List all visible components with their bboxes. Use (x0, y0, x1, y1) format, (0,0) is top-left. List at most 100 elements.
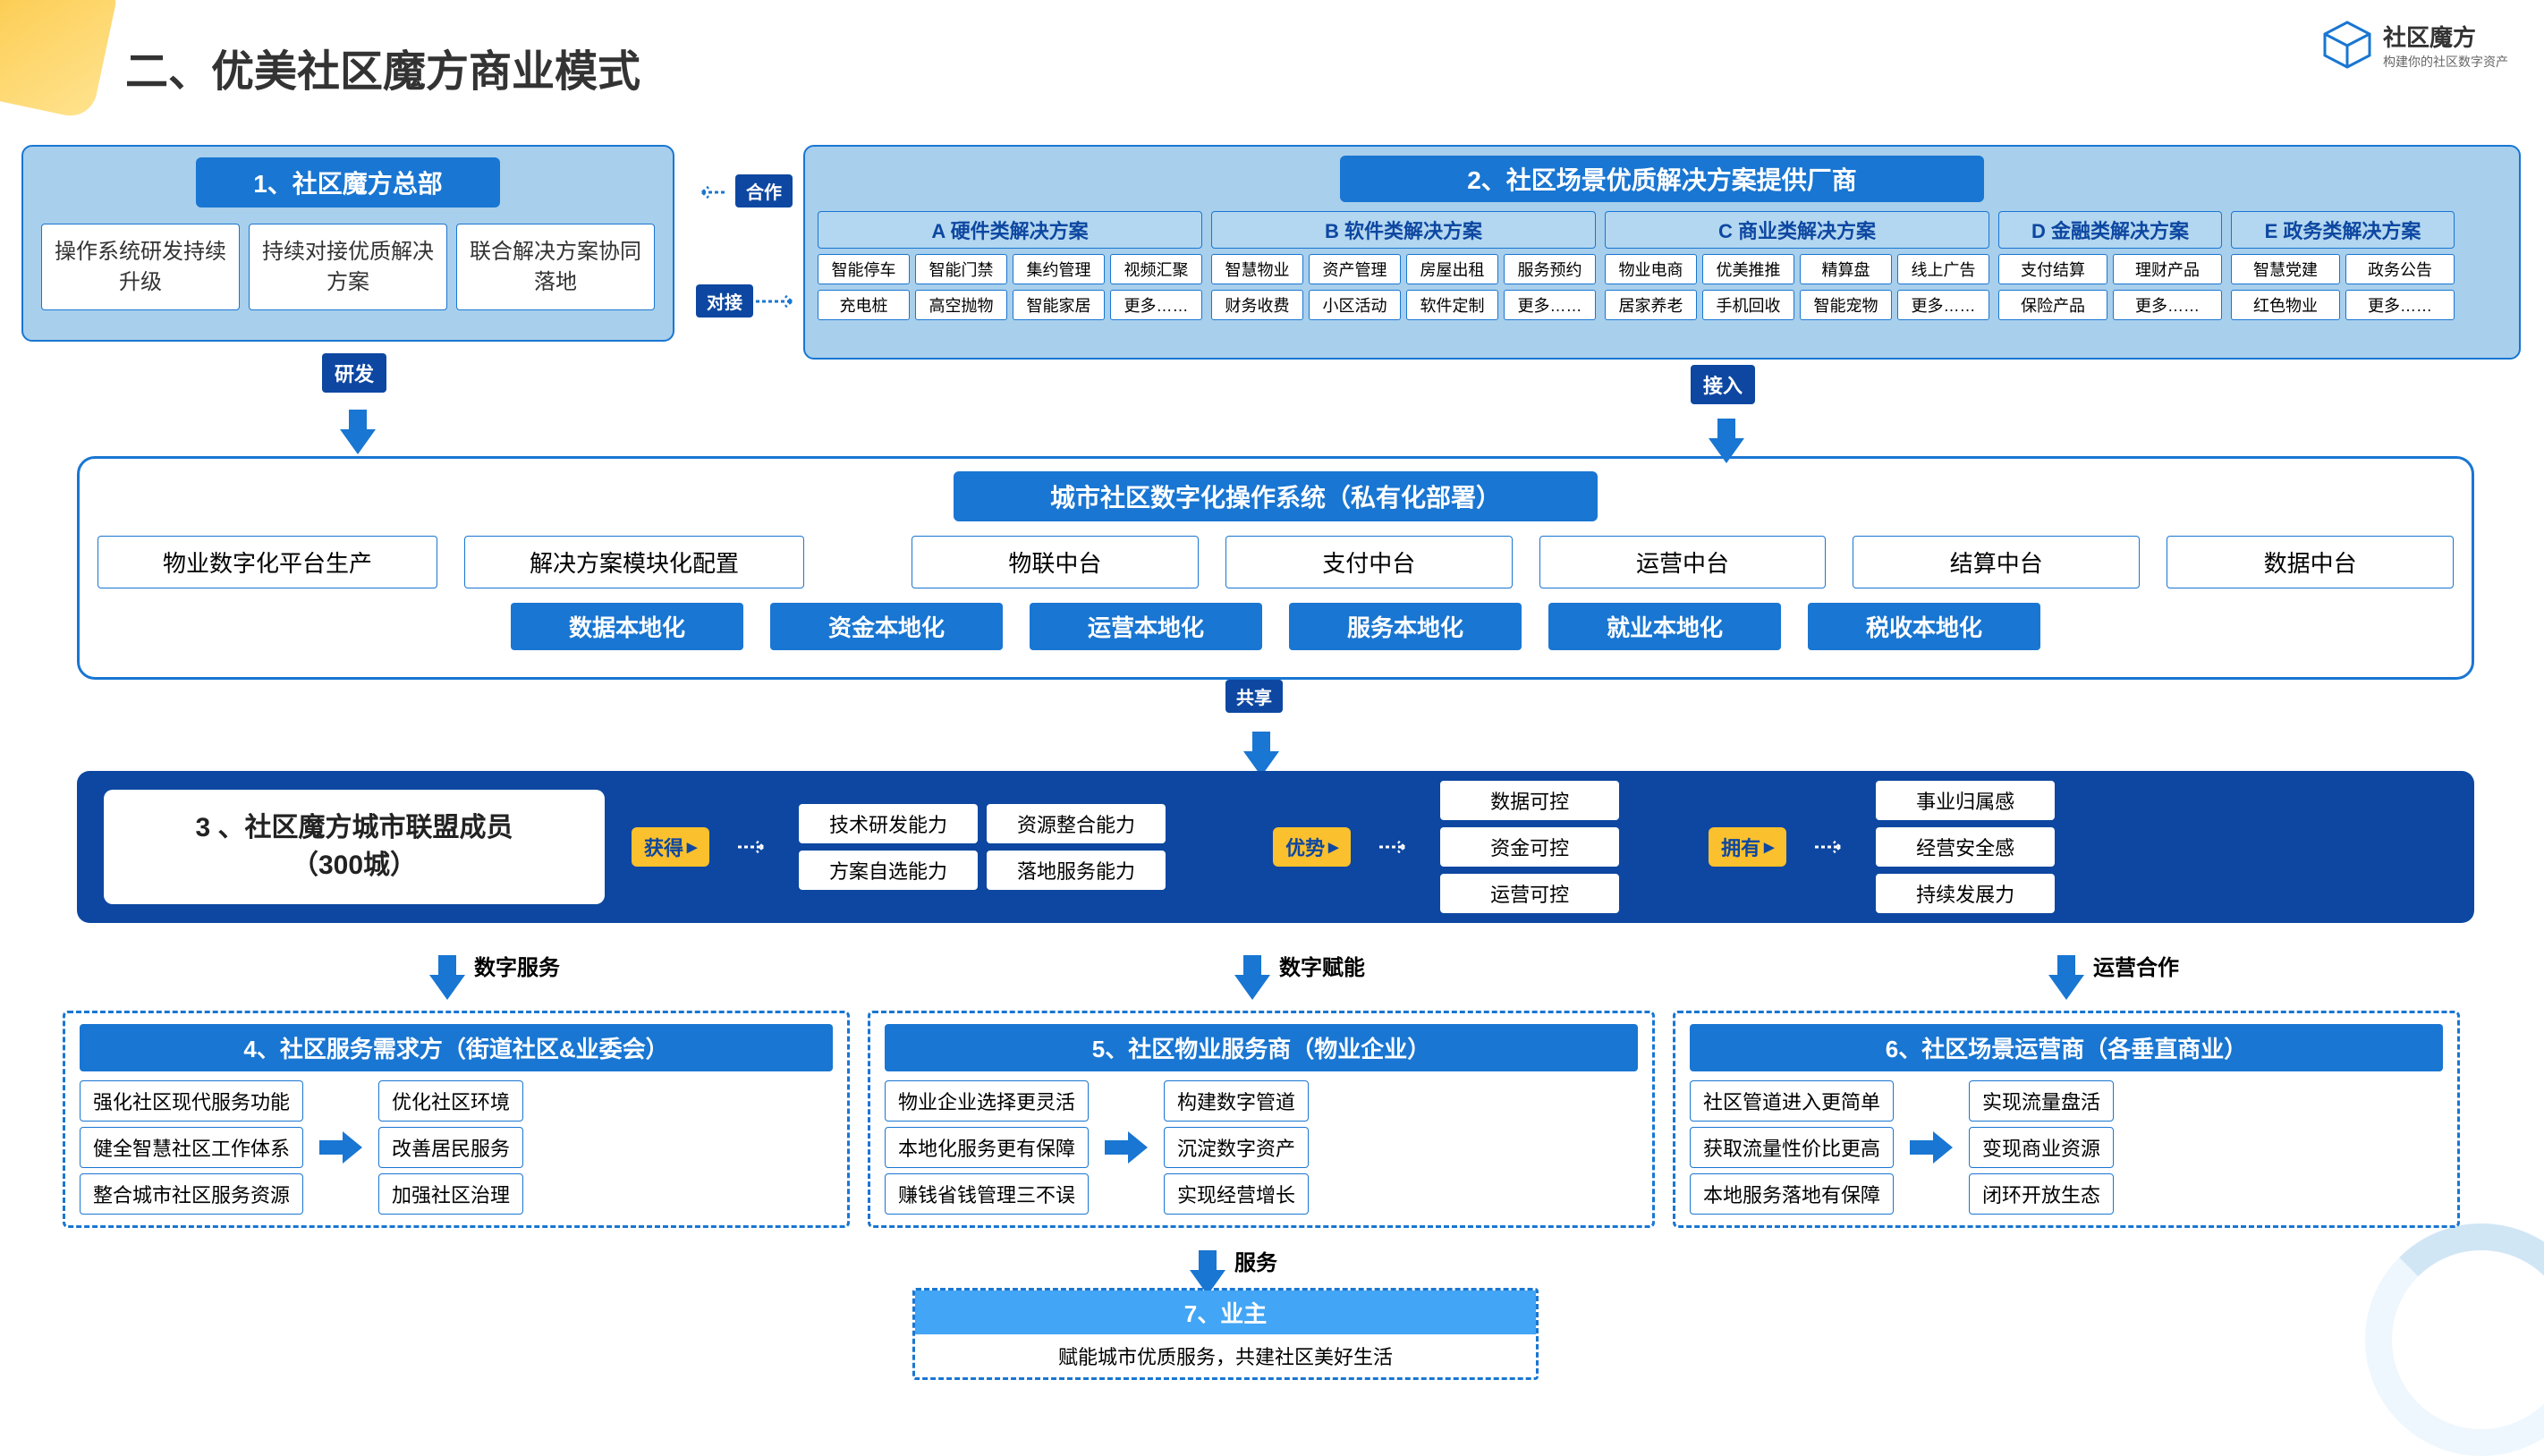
pill-adv: 优势▸ (1273, 827, 1351, 867)
vendor-chip-row: 支付结算理财产品 (1998, 254, 2222, 284)
hq-items: 操作系统研发持续升级持续对接优质解决方案联合解决方案协同落地 (34, 224, 662, 310)
gain-cell: 方案自选能力 (799, 851, 978, 890)
vendor-chip: 智能宠物 (1800, 290, 1892, 320)
badge-dock: 对接 (696, 284, 753, 317)
os-cell: 物业数字化平台生产 (98, 536, 437, 588)
vendor-chip: 更多…… (1504, 290, 1596, 320)
bottom-row: 强化社区现代服务功能健全智慧社区工作体系整合城市社区服务资源优化社区环境改善居民… (80, 1080, 833, 1215)
vendor-chip-row: 财务收费小区活动软件定制更多…… (1211, 290, 1596, 320)
bottom-cell: 强化社区现代服务功能 (80, 1080, 303, 1122)
os-row1: 物业数字化平台生产解决方案模块化配置物联中台支付中台运营中台结算中台数据中台 (98, 536, 2454, 588)
bottom-left-col: 物业企业选择更灵活本地化服务更有保障赚钱省钱管理三不误 (885, 1080, 1089, 1215)
arrow-down-icon (429, 975, 465, 1000)
own-cell: 事业归属感 (1876, 781, 2055, 820)
vendor-chip-row: 物业电商优美推推精算盘线上广告 (1605, 254, 1989, 284)
vendor-col-title: D 金融类解决方案 (1998, 211, 2222, 249)
bottom-row: 物业企业选择更灵活本地化服务更有保障赚钱省钱管理三不误构建数字管道沉淀数字资产实… (885, 1080, 1638, 1215)
bottom-cell: 闭环开放生态 (1969, 1173, 2114, 1215)
hq-block: 1、社区魔方总部 操作系统研发持续升级持续对接优质解决方案联合解决方案协同落地 (21, 145, 674, 342)
label-ops-coop: 运营合作 (2093, 950, 2179, 981)
os-cell: 解决方案模块化配置 (464, 536, 804, 588)
own-cell: 经营安全感 (1876, 827, 2055, 867)
vendor-chip: 优美推推 (1702, 254, 1794, 284)
adv-cell: 资金可控 (1440, 827, 1619, 867)
alliance-block: 3 、社区魔方城市联盟成员 （300城） 获得▸ 技术研发能力资源整合能力方案自… (77, 771, 2474, 923)
bottom-cell: 赚钱省钱管理三不误 (885, 1173, 1089, 1215)
arrow-right-icon (1813, 836, 1849, 858)
label-service: 服务 (1234, 1245, 1277, 1276)
os-cell: 物联中台 (912, 536, 1199, 588)
os-cell: 运营中台 (1539, 536, 1827, 588)
hq-item: 持续对接优质解决方案 (249, 224, 447, 310)
bottom-cell: 构建数字管道 (1164, 1080, 1309, 1122)
bottom-cell: 改善居民服务 (378, 1127, 523, 1168)
tag-rd: 研发 (322, 353, 386, 393)
vendor-chip: 居家养老 (1605, 290, 1697, 320)
bottom-cell: 变现商业资源 (1969, 1127, 2114, 1168)
vendor-chip-row: 保险产品更多…… (1998, 290, 2222, 320)
vendor-chip: 支付结算 (1998, 254, 2107, 284)
arrow-right-icon (1378, 836, 1413, 858)
pill-gain: 获得▸ (632, 827, 709, 867)
vendor-chip: 手机回收 (1702, 290, 1794, 320)
bottom-title: 4、社区服务需求方（街道社区&业委会） (80, 1024, 833, 1071)
bottom-cell: 获取流量性价比更高 (1690, 1127, 1894, 1168)
vendor-col-title: B 软件类解决方案 (1211, 211, 1596, 249)
logo-subtitle: 构建你的社区数字资产 (2383, 53, 2508, 71)
bottom-cell: 加强社区治理 (378, 1173, 523, 1215)
vendor-col-title: A 硬件类解决方案 (818, 211, 1202, 249)
arrow-left-icon (689, 179, 734, 206)
vendor-col: D 金融类解决方案支付结算理财产品保险产品更多…… (1998, 211, 2222, 320)
bottom-row: 社区管道进入更简单获取流量性价比更高本地服务落地有保障实现流量盘活变现商业资源闭… (1690, 1080, 2443, 1215)
gain-cell: 资源整合能力 (987, 804, 1166, 843)
hq-title: 1、社区魔方总部 (196, 157, 500, 207)
arrow-down-icon (1234, 975, 1270, 1000)
bottom-cell: 实现流量盘活 (1969, 1080, 2114, 1122)
badge-cooperate: 合作 (735, 174, 793, 207)
os-blue-cell: 资金本地化 (770, 603, 1003, 650)
bottom-cell: 社区管道进入更简单 (1690, 1080, 1894, 1122)
os-row2: 数据本地化资金本地化运营本地化服务本地化就业本地化税收本地化 (98, 603, 2454, 650)
vendor-chip: 充电桩 (818, 290, 910, 320)
vendor-chip: 财务收费 (1211, 290, 1303, 320)
owner-title: 7、业主 (915, 1291, 1536, 1334)
bottom-cell: 沉淀数字资产 (1164, 1127, 1309, 1168)
own-cell: 持续发展力 (1876, 874, 2055, 913)
bottom-left-col: 社区管道进入更简单获取流量性价比更高本地服务落地有保障 (1690, 1080, 1894, 1215)
bottom-cell: 本地服务落地有保障 (1690, 1173, 1894, 1215)
gain-grid: 技术研发能力资源整合能力方案自选能力落地服务能力 (799, 804, 1166, 890)
vendor-col: C 商业类解决方案物业电商优美推推精算盘线上广告居家养老手机回收智能宠物更多…… (1605, 211, 1989, 320)
vendor-chip: 更多…… (1897, 290, 1989, 320)
gain-cell: 技术研发能力 (799, 804, 978, 843)
vendor-title: 2、社区场景优质解决方案提供厂商 (1340, 156, 1984, 202)
bottom-box: 5、社区物业服务商（物业企业）物业企业选择更灵活本地化服务更有保障赚钱省钱管理三… (868, 1011, 1655, 1228)
os-blue-cell: 税收本地化 (1808, 603, 2040, 650)
vendor-chip: 红色物业 (2231, 290, 2340, 320)
bottom-title: 6、社区场景运营商（各垂直商业） (1690, 1024, 2443, 1071)
vendor-col: B 软件类解决方案智慧物业资产管理房屋出租服务预约财务收费小区活动软件定制更多…… (1211, 211, 1596, 320)
os-blue-cell: 就业本地化 (1548, 603, 1781, 650)
vendor-col: A 硬件类解决方案智能停车智能门禁集约管理视频汇聚充电桩高空抛物智能家居更多…… (818, 211, 1202, 320)
arrow-right-icon (1906, 1128, 1956, 1167)
adv-list: 数据可控资金可控运营可控 (1440, 781, 1619, 913)
vendor-chip: 更多…… (2113, 290, 2222, 320)
hq-item: 操作系统研发持续升级 (41, 224, 240, 310)
bottom-right-col: 优化社区环境改善居民服务加强社区治理 (378, 1080, 523, 1215)
vendor-chip: 理财产品 (2113, 254, 2222, 284)
gain-cell: 落地服务能力 (987, 851, 1166, 890)
vendor-chip: 小区活动 (1309, 290, 1401, 320)
arrow-down-icon (2048, 975, 2084, 1000)
bottom-right-col: 实现流量盘活变现商业资源闭环开放生态 (1969, 1080, 2114, 1215)
label-digital-empower: 数字赋能 (1279, 950, 1365, 981)
vendor-chip: 视频汇聚 (1110, 254, 1202, 284)
os-blue-cell: 数据本地化 (511, 603, 743, 650)
bottom-cell: 物业企业选择更灵活 (885, 1080, 1089, 1122)
arrow-right-icon (751, 288, 805, 315)
os-cell: 结算中台 (1853, 536, 2140, 588)
decor-corner-tl (0, 0, 121, 121)
alliance-lead-l1: 3 、社区魔方城市联盟成员 (113, 809, 596, 847)
vendor-chip: 服务预约 (1504, 254, 1596, 284)
bottom-box: 4、社区服务需求方（街道社区&业委会） 强化社区现代服务功能健全智慧社区工作体系整… (63, 1011, 850, 1228)
page-title: 二、优美社区魔方商业模式 (125, 36, 640, 98)
vendor-chip: 更多…… (2345, 290, 2455, 320)
